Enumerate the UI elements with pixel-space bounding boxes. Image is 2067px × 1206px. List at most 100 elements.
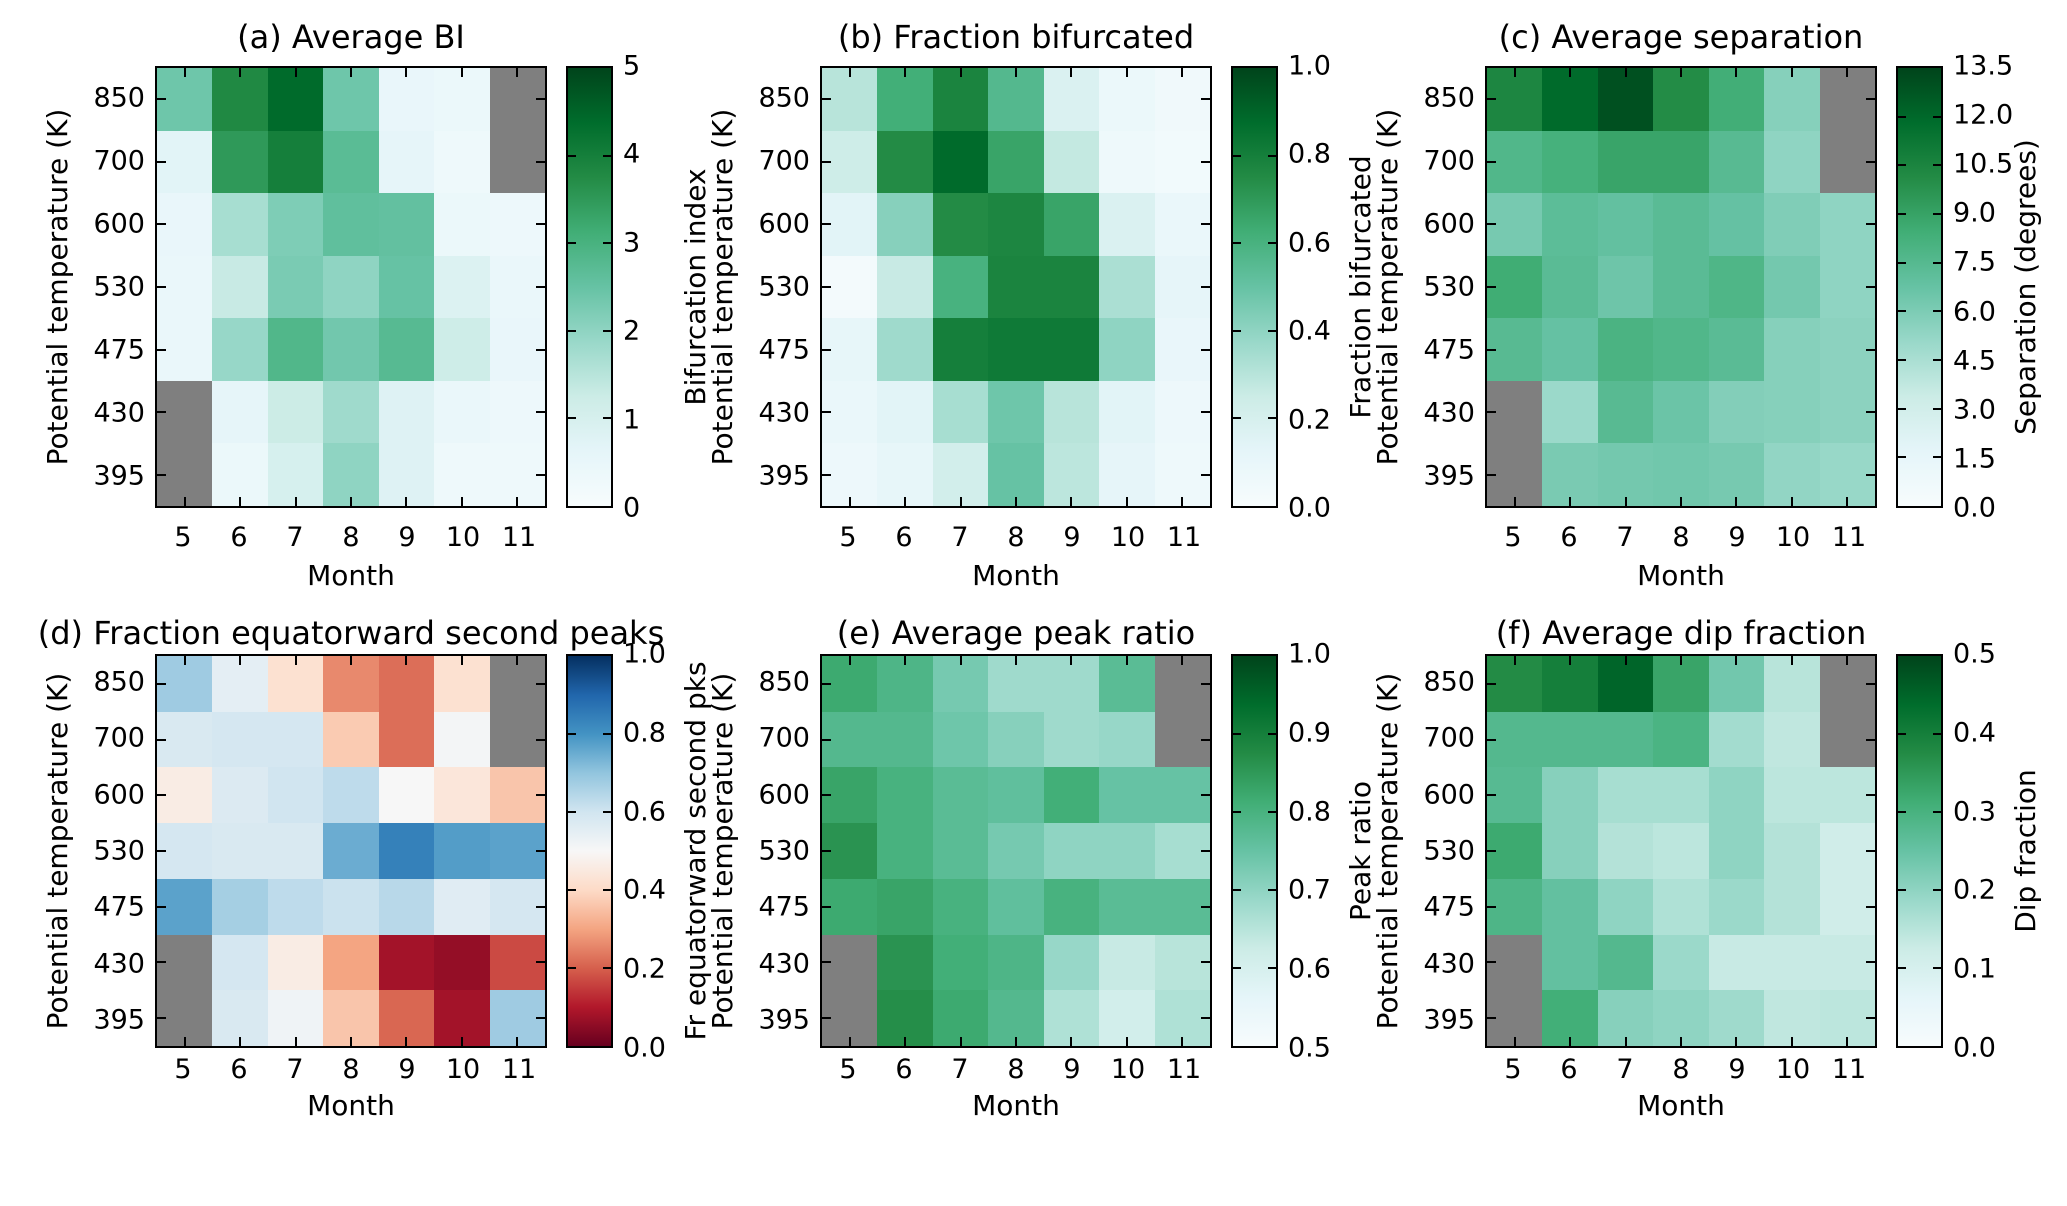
y-tick-label: 395 [93, 1004, 145, 1036]
heatmap-cell [378, 878, 435, 935]
axis-tick [1201, 850, 1210, 852]
axis-tick [822, 850, 831, 852]
axis-tick [536, 348, 545, 351]
heatmap-cell [212, 130, 268, 194]
heatmap-cell [489, 823, 545, 879]
axis-tick [1680, 656, 1682, 665]
heatmap-cell [1043, 934, 1100, 991]
axis-tick [1735, 497, 1738, 506]
colorbar-tick-label: 1 [623, 404, 641, 436]
colorbar-tick [1933, 358, 1941, 361]
y-tick-label: 430 [758, 948, 810, 980]
axis-tick [1125, 68, 1128, 77]
heatmap-cells [1487, 656, 1875, 1046]
axis-tick [1487, 286, 1496, 288]
x-tick-label: 9 [1728, 522, 1746, 553]
colorbar-tick-label: 0.4 [1953, 717, 1996, 749]
y-tick-label: 395 [1423, 1004, 1475, 1036]
heatmap-cell [1708, 193, 1765, 256]
heatmap-cell [212, 443, 268, 506]
colorbar-tick [1268, 889, 1276, 891]
colorbar-tick [603, 154, 611, 157]
heatmap-cell [1653, 130, 1709, 194]
axis-tick [1201, 98, 1210, 101]
axis-tick [1181, 497, 1184, 506]
heatmap-cell [267, 443, 324, 506]
heatmap-cell [988, 193, 1044, 256]
heatmap-cell [1764, 130, 1820, 194]
colorbar-tick [568, 811, 576, 813]
axis-tick [1487, 794, 1496, 797]
heatmap-cell [1708, 443, 1765, 506]
axis-tick [460, 656, 463, 665]
x-tick-label: 9 [398, 1054, 416, 1085]
colorbar-tick [1898, 164, 1906, 167]
y-tick-label: 530 [93, 271, 145, 303]
y-tick-label: 475 [758, 891, 810, 923]
heatmap-cell [489, 656, 545, 712]
axis-tick [904, 68, 907, 77]
y-tick-label: 600 [1423, 208, 1475, 240]
colorbar-tick [1233, 967, 1241, 969]
heatmap-cell [323, 380, 379, 444]
axis-tick [157, 905, 166, 908]
axis-tick [1487, 738, 1496, 741]
heatmap-cell [434, 318, 490, 381]
heatmap-cell [434, 656, 490, 712]
heatmap-cell [822, 767, 878, 824]
panel-e: (e) Average peak ratio Potential temperat… [665, 590, 1402, 1206]
heatmap-cell [822, 443, 878, 506]
axis-tick [822, 905, 831, 908]
axis-tick [536, 850, 545, 852]
heatmap-cell [1653, 878, 1709, 935]
axis-tick [904, 497, 907, 506]
heatmap-cell [267, 193, 324, 256]
heatmap-cell [1154, 255, 1210, 319]
x-tick-label: 6 [230, 1054, 248, 1085]
heatmap-cell [1708, 380, 1765, 444]
heatmap-cells [822, 68, 1210, 506]
heatmap-cell [323, 193, 379, 256]
heatmap-cell [1099, 380, 1155, 444]
heatmap-cell [1154, 130, 1210, 194]
axis-tick [1487, 961, 1496, 964]
y-tick-label: 600 [1423, 779, 1475, 811]
heatmap-cell [932, 380, 989, 444]
x-tick-label: 6 [1560, 1054, 1578, 1085]
colorbar [1231, 66, 1278, 508]
heatmap-plot [820, 654, 1212, 1048]
y-tick-label: 850 [758, 666, 810, 698]
axis-tick [1735, 656, 1738, 665]
colorbar-tick [1898, 407, 1906, 410]
axis-tick [1070, 68, 1073, 77]
heatmap-cell [932, 193, 989, 256]
axis-tick [1125, 497, 1128, 506]
y-tick-label: 700 [1423, 722, 1475, 754]
x-tick-label: 9 [1063, 1054, 1081, 1085]
heatmap-cell [1597, 193, 1654, 256]
axis-tick [1181, 68, 1184, 77]
axis-tick [536, 738, 545, 741]
colorbar-tick-label: 0.0 [623, 1032, 666, 1064]
heatmap-cell [212, 318, 268, 381]
heatmap-cell [1708, 255, 1765, 319]
colorbar-tick-label: 0.6 [1288, 953, 1331, 985]
heatmap-cell [822, 318, 878, 381]
axis-tick [1790, 1037, 1793, 1046]
heatmap-cell [323, 443, 379, 506]
heatmap-cell [1043, 443, 1100, 506]
colorbar-tick [1233, 329, 1241, 332]
heatmap-cell [323, 878, 379, 935]
axis-tick [294, 68, 297, 77]
axis-tick [822, 1017, 831, 1020]
heatmap-cell [1764, 878, 1820, 935]
heatmap-cell [1043, 878, 1100, 935]
heatmap-cell [267, 380, 324, 444]
heatmap-cell [157, 193, 213, 256]
axis-tick [157, 98, 166, 101]
colorbar-gradient [568, 656, 611, 1046]
heatmap-cell [822, 255, 878, 319]
axis-tick [1201, 738, 1210, 741]
axis-tick [157, 223, 166, 226]
y-tick-label: 395 [758, 460, 810, 492]
